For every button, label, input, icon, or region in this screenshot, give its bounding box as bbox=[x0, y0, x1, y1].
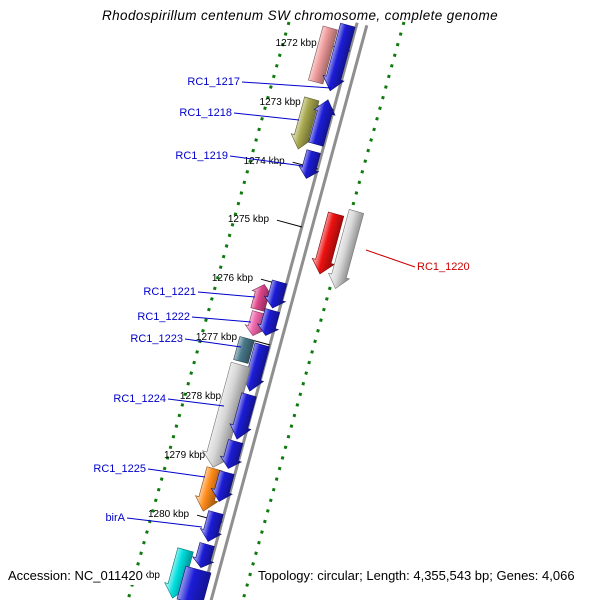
topology-stats-text: Topology: circular; Length: 4,355,543 bp… bbox=[258, 568, 575, 583]
gene-glyph bbox=[229, 392, 257, 440]
gene-label-line bbox=[365, 249, 416, 268]
gene-glyph bbox=[210, 470, 235, 502]
gene-label-RC1_1217: RC1_1217 bbox=[187, 76, 240, 88]
ruler-tick-label: 1277 kbp bbox=[196, 332, 238, 343]
gene-label-RC1_1218: RC1_1218 bbox=[179, 107, 232, 119]
ruler-tick-label: 1273 kbp bbox=[260, 97, 302, 108]
ruler-tick-label: 1280 kbp bbox=[148, 509, 190, 520]
gene-label-RC1_1222: RC1_1222 bbox=[137, 311, 190, 323]
gene-label-line bbox=[197, 291, 256, 298]
gene-label-line bbox=[241, 81, 332, 89]
gene-label-line bbox=[229, 155, 304, 167]
gene-label-RC1_1223: RC1_1223 bbox=[130, 333, 183, 345]
ruler-tick-label: 1272 kbp bbox=[276, 38, 318, 49]
ruler-tick-label: 1276 kbp bbox=[212, 273, 254, 284]
ruler-tick-label: 1278 kbp bbox=[180, 391, 222, 402]
gene-glyph bbox=[308, 25, 338, 85]
gene-label-line bbox=[147, 468, 206, 478]
gene-glyph bbox=[327, 209, 365, 290]
gene-glyph bbox=[263, 279, 288, 309]
gene-glyph bbox=[176, 565, 212, 600]
gene-glyph bbox=[219, 439, 244, 469]
gene-RC1_1217 bbox=[322, 22, 356, 92]
gene-label-RC1_1220: RC1_1220 bbox=[417, 261, 470, 273]
gene-label-RC1_1219: RC1_1219 bbox=[175, 150, 228, 162]
ruler-tick-label: 1275 kbp bbox=[228, 214, 270, 225]
gene-label-line bbox=[191, 316, 252, 323]
gene-label-RC1_1224: RC1_1224 bbox=[113, 393, 166, 405]
gene-birA bbox=[199, 510, 224, 542]
ruler-tick bbox=[276, 219, 303, 228]
gene-RC1_1220 bbox=[311, 211, 345, 275]
gene-label-RC1_1225: RC1_1225 bbox=[93, 463, 146, 475]
gene-label-line bbox=[184, 338, 242, 348]
gene-label-line bbox=[126, 517, 203, 528]
backbone-line bbox=[199, 22, 359, 600]
accession-text: Accession: NC_011420 bbox=[8, 567, 146, 585]
gene-label-RC1_1221: RC1_1221 bbox=[143, 286, 196, 298]
gene-glyph bbox=[191, 542, 215, 568]
gene-RC1_1224 bbox=[201, 361, 251, 468]
gene-label-line bbox=[167, 398, 225, 407]
gene-RC1_1223 bbox=[233, 336, 255, 364]
backbone-line bbox=[209, 24, 369, 600]
ruler-tick-label: 1274 kbp bbox=[244, 156, 286, 167]
gene-glyph bbox=[308, 99, 336, 147]
gene-label-birA: birA bbox=[105, 512, 125, 524]
ruler-tick-label: 1279 kbp bbox=[164, 450, 206, 461]
gene-glyph bbox=[256, 308, 280, 336]
gene-RC1_1219 bbox=[298, 149, 321, 179]
gene-label-line bbox=[233, 112, 300, 121]
dotted-plot-line-left bbox=[126, 21, 291, 600]
page-title: Rhodospirillum centenum SW chromosome, c… bbox=[101, 8, 498, 23]
dotted-plot-line-right bbox=[241, 21, 406, 600]
